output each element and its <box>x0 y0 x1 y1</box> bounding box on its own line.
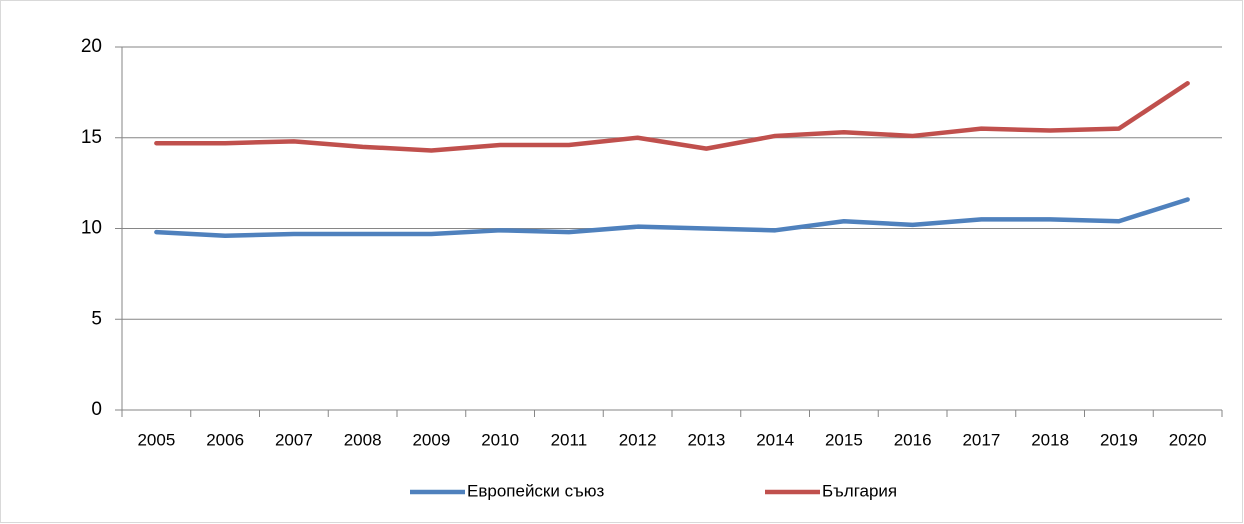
x-tick-label: 2010 <box>481 430 519 449</box>
x-tick-label: 2019 <box>1100 430 1138 449</box>
x-tick-label: 2011 <box>551 430 588 449</box>
x-tick-label: 2018 <box>1031 430 1069 449</box>
x-tick-label: 2008 <box>344 430 382 449</box>
y-tick-label: 20 <box>81 36 102 57</box>
x-tick-label: 2017 <box>962 430 1000 449</box>
x-tick-label: 2020 <box>1169 430 1207 449</box>
legend-label: Европейски съюз <box>467 481 604 500</box>
y-tick-label: 5 <box>91 308 102 329</box>
x-tick-label: 2016 <box>894 430 932 449</box>
y-tick-label: 15 <box>81 127 102 148</box>
x-tick-label: 2015 <box>825 430 863 449</box>
series-line <box>154 197 1190 239</box>
x-tick-label: 2007 <box>275 430 313 449</box>
x-tick-label: 2005 <box>137 430 175 449</box>
legend-label: България <box>822 481 897 500</box>
y-tick-label: 10 <box>81 218 102 239</box>
x-tick-label: 2013 <box>687 430 725 449</box>
x-tick-label: 2012 <box>619 430 657 449</box>
x-tick-label: 2009 <box>412 430 450 449</box>
x-tick-label: 2014 <box>756 430 794 449</box>
x-tick-label: 2006 <box>206 430 244 449</box>
y-tick-label: 0 <box>91 399 102 420</box>
series-line <box>154 81 1190 153</box>
